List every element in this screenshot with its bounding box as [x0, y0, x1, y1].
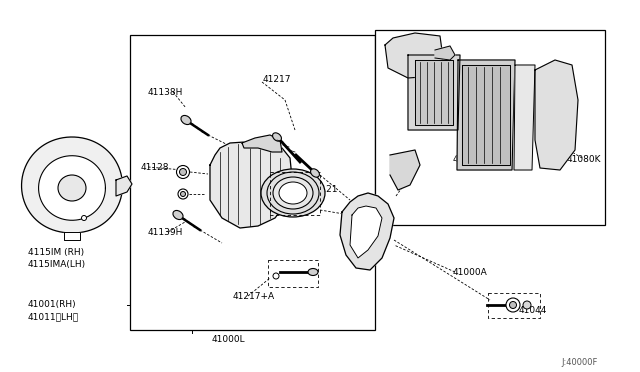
Ellipse shape: [310, 169, 319, 177]
Text: J:40000F: J:40000F: [562, 358, 598, 367]
Text: 41011〈LH〉: 41011〈LH〉: [28, 312, 79, 321]
Circle shape: [180, 192, 186, 196]
Ellipse shape: [58, 175, 86, 201]
Ellipse shape: [181, 115, 191, 125]
Ellipse shape: [273, 133, 282, 141]
Circle shape: [179, 169, 186, 176]
Polygon shape: [514, 65, 535, 170]
Circle shape: [81, 215, 86, 221]
Text: 41000L: 41000L: [211, 335, 245, 344]
Circle shape: [178, 189, 188, 199]
Circle shape: [273, 273, 279, 279]
Text: 41080K: 41080K: [567, 155, 602, 164]
Circle shape: [523, 301, 531, 309]
Ellipse shape: [261, 169, 325, 217]
Ellipse shape: [173, 211, 183, 219]
Polygon shape: [116, 176, 132, 196]
Polygon shape: [535, 60, 578, 170]
Text: 41217+A: 41217+A: [233, 292, 275, 301]
Polygon shape: [457, 60, 515, 170]
Polygon shape: [462, 65, 510, 165]
Polygon shape: [390, 150, 420, 190]
Polygon shape: [435, 46, 455, 60]
Polygon shape: [385, 33, 443, 78]
Ellipse shape: [273, 177, 313, 209]
Polygon shape: [242, 135, 282, 152]
Text: 41044: 41044: [519, 306, 547, 315]
Text: 41128: 41128: [141, 163, 170, 172]
Text: 41121: 41121: [310, 185, 339, 194]
Ellipse shape: [279, 182, 307, 204]
Text: 41000A: 41000A: [453, 268, 488, 277]
Circle shape: [509, 301, 516, 308]
Text: 4115IM (RH): 4115IM (RH): [28, 248, 84, 257]
Polygon shape: [22, 137, 122, 233]
Polygon shape: [340, 193, 394, 270]
Polygon shape: [38, 156, 106, 220]
Text: 41000K: 41000K: [453, 155, 488, 164]
Circle shape: [177, 166, 189, 179]
Polygon shape: [415, 60, 453, 125]
Polygon shape: [64, 232, 80, 240]
Bar: [130, 35, 375, 330]
Text: 41138H: 41138H: [148, 88, 184, 97]
Circle shape: [506, 298, 520, 312]
Ellipse shape: [308, 269, 318, 276]
Polygon shape: [210, 142, 292, 228]
Bar: [375, 30, 605, 225]
Polygon shape: [408, 55, 460, 130]
Text: 41139H: 41139H: [148, 228, 184, 237]
Text: 4115IMA(LH): 4115IMA(LH): [28, 260, 86, 269]
Text: 41001(RH): 41001(RH): [28, 300, 77, 309]
Text: 41217: 41217: [263, 75, 291, 84]
Polygon shape: [350, 206, 382, 258]
